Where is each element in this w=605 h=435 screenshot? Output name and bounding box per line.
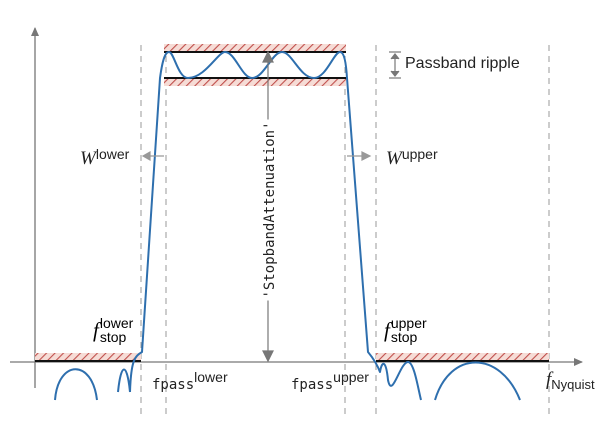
w-lower-label: Wlower [80,147,129,168]
w-lower-base: W [80,148,96,169]
passband-lower-hatch [164,78,346,86]
fpass-lower-label: fpasslower [152,370,228,393]
passband-upper-hatch [164,44,346,52]
stopband-lower-hatch [35,353,141,361]
ripple-bracket [389,51,401,79]
fpass-upper-base: fpass [291,377,334,393]
fstop-lower-label: f lower stop [93,316,133,344]
fnyquist-label: fNyquist [546,370,595,391]
fpass-lower-sup: lower [194,369,228,385]
fpass-upper-label: fpassupper [291,370,369,393]
fpass-upper-sup: upper [333,369,369,385]
w-lower-arrow [141,150,164,162]
stopband-upper-hatch [376,353,549,361]
fstop-upper-base: f [384,317,390,342]
stopband-attenuation-label: 'StopbandAttenuation' [261,119,279,301]
fpass-lower-base: fpass [152,377,195,393]
fstop-upper-sub: stop [390,329,418,345]
fstop-upper-label: f upper stop [384,316,427,344]
passband-ripple-label: Passband ripple [405,55,520,72]
fnyquist-base: f [546,369,552,390]
fstop-lower-base: f [93,317,99,342]
response-curve [54,51,521,401]
fstop-upper-sup: upper [390,315,427,331]
fstop-lower-sub: stop [99,329,127,345]
w-upper-label: Wupper [386,147,438,168]
w-lower-sup: lower [95,146,130,162]
w-upper-base: W [386,148,402,169]
w-upper-sup: upper [401,146,438,162]
w-upper-arrow [347,151,372,161]
fnyquist-sub: Nyquist [551,377,595,392]
fstop-lower-sup: lower [99,315,134,331]
